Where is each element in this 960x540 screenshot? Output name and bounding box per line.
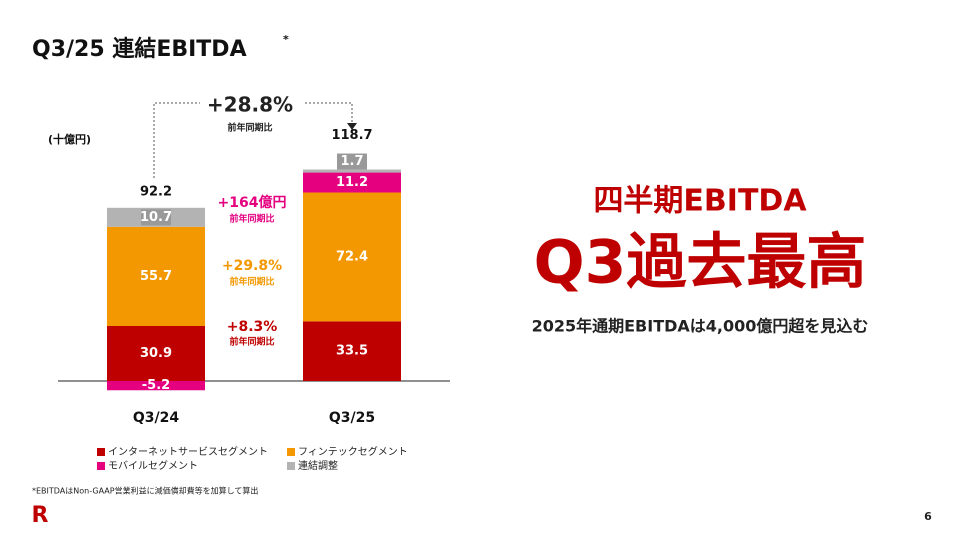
connector bbox=[305, 102, 353, 124]
bar-segment bbox=[303, 192, 401, 322]
value-label: 33.5 bbox=[336, 344, 368, 359]
legend-swatch bbox=[287, 448, 295, 456]
annotation-sub: 前年同期比 bbox=[229, 276, 274, 288]
annotation: +8.3% bbox=[227, 319, 278, 335]
value-label: -5.2 bbox=[142, 378, 170, 393]
x-tick-label: Q3/24 bbox=[133, 410, 179, 426]
logo: R bbox=[32, 503, 49, 528]
arrow bbox=[347, 123, 357, 130]
bar-segment bbox=[107, 325, 205, 381]
bar-segment bbox=[107, 226, 205, 326]
value-label: 72.4 bbox=[336, 249, 368, 264]
bar-segment bbox=[303, 172, 401, 193]
label-box bbox=[337, 153, 367, 170]
legend-label: モバイルセグメント bbox=[108, 459, 198, 472]
headline: 四半期EBITDA bbox=[593, 184, 807, 219]
title-mark: * bbox=[283, 33, 289, 46]
total-label: 118.7 bbox=[331, 128, 372, 143]
annotation-sub: 前年同期比 bbox=[229, 213, 274, 225]
bar-segment bbox=[303, 169, 401, 173]
footnote: *EBITDAはNon-GAAP営業利益に減価償却費等を加算して算出 bbox=[32, 486, 258, 496]
total-label: 92.2 bbox=[140, 184, 172, 199]
bar-segment bbox=[107, 381, 205, 391]
annotation-sub: 前年同期比 bbox=[227, 122, 272, 134]
legend-swatch bbox=[97, 448, 105, 456]
value-label: 10.7 bbox=[140, 210, 172, 225]
page-number: 6 bbox=[924, 510, 932, 523]
legend-swatch bbox=[287, 462, 295, 470]
annotation-sub: 前年同期比 bbox=[229, 336, 274, 348]
annotation: +28.8% bbox=[207, 93, 293, 117]
label-box bbox=[141, 209, 171, 226]
connector bbox=[153, 102, 200, 178]
subline: 2025年通期EBITDAは4,000億円超を見込む bbox=[532, 317, 869, 336]
value-label: 1.7 bbox=[340, 154, 363, 169]
annotation: +164億円 bbox=[218, 194, 287, 211]
headline: Q3過去最高 bbox=[534, 228, 867, 298]
legend-label: 連結調整 bbox=[298, 459, 338, 472]
title: Q3/25 連結EBITDA bbox=[32, 36, 247, 62]
annotation: +29.8% bbox=[222, 258, 282, 274]
value-label: 11.2 bbox=[336, 175, 368, 190]
x-tick-label: Q3/25 bbox=[329, 410, 375, 426]
value-label: 55.7 bbox=[140, 269, 172, 284]
bar-segment bbox=[303, 321, 401, 381]
legend-swatch bbox=[97, 462, 105, 470]
unit: (十億円) bbox=[48, 132, 91, 146]
value-label: 30.9 bbox=[140, 346, 172, 361]
legend-label: フィンテックセグメント bbox=[298, 445, 408, 458]
legend-label: インターネットサービスセグメント bbox=[108, 445, 268, 458]
